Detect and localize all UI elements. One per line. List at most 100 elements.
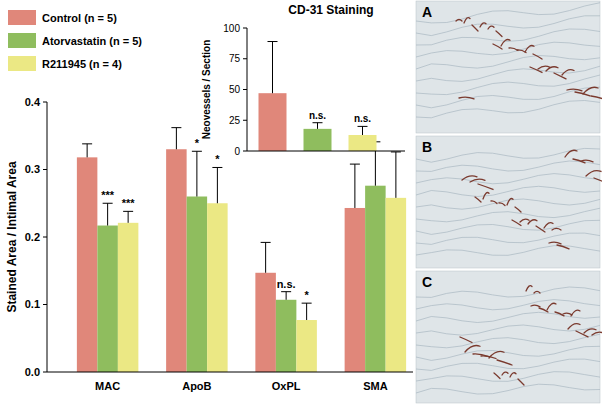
stain-mark [557, 245, 569, 249]
stain-mark [586, 171, 601, 176]
stain-mark [496, 31, 502, 36]
tissue-fiber [416, 346, 600, 360]
error-bar [107, 203, 108, 225]
y-tick [43, 237, 47, 238]
stain-mark [472, 25, 478, 31]
error-cap [192, 151, 202, 152]
chart-title: CD-31 Staining [288, 3, 373, 17]
error-cap [103, 203, 113, 204]
tissue-fiber [416, 220, 600, 234]
significance-label: *** [122, 197, 136, 209]
stain-mark [465, 345, 480, 352]
stain-mark [520, 219, 529, 222]
stain-mark [565, 150, 577, 157]
error-cap [350, 164, 360, 165]
x-axis-line [247, 151, 405, 152]
bar [97, 226, 118, 372]
stain-mark [552, 228, 561, 230]
stain-mark [525, 45, 534, 52]
y-axis-label: Stained Area / Intimal Area [5, 161, 19, 312]
bar [304, 129, 332, 151]
bar [77, 157, 98, 372]
error-bar [87, 144, 88, 158]
error-cap [171, 127, 181, 128]
error-cap [281, 291, 291, 292]
y-tick-label: 0.0 [25, 366, 40, 378]
tissue-fiber [416, 334, 600, 348]
tissue-fiber [416, 148, 600, 162]
tissue-fiber [416, 287, 600, 297]
stain-mark [475, 197, 481, 202]
micrograph-panel: B [416, 136, 602, 268]
legend-swatch [8, 10, 36, 25]
stain-mark [491, 201, 497, 204]
figure: ****n.s.*****0.00.10.20.30.4MACApoBOxPLS… [0, 0, 602, 405]
error-bar [128, 211, 129, 222]
stain-mark [571, 310, 580, 316]
panel-background [416, 271, 600, 403]
stain-mark [567, 89, 582, 91]
bar [365, 186, 386, 372]
y-tick [43, 169, 47, 170]
y-tick-label: 25 [229, 115, 241, 126]
stain-mark [562, 70, 574, 75]
stain-mark [546, 67, 558, 71]
error-bar [354, 164, 355, 208]
legend-label: Control (n = 5) [42, 12, 117, 24]
x-axis-line [47, 372, 413, 373]
stain-mark [528, 220, 537, 224]
bar [118, 223, 139, 372]
stain-mark [483, 192, 489, 199]
error-bar [272, 42, 273, 94]
legend-label: Atorvastatin (n = 5) [42, 35, 142, 47]
micrograph-panel: C [416, 271, 602, 403]
x-tick-label: SMA [363, 380, 388, 392]
y-tick-label: 0.1 [25, 298, 40, 310]
error-bar [306, 303, 307, 320]
tissue-fiber [416, 16, 600, 36]
y-tick [243, 89, 247, 90]
stain-mark [459, 97, 474, 99]
error-cap [313, 122, 323, 123]
stain-mark [489, 351, 504, 358]
bar [345, 208, 366, 372]
significance-label: * [215, 153, 220, 165]
stain-mark [544, 223, 553, 228]
legend-swatch [8, 56, 36, 71]
y-tick [43, 372, 47, 373]
stain-mark [518, 379, 524, 385]
stain-mark [512, 220, 521, 225]
stain-mark [531, 305, 540, 307]
tissue-fiber [416, 325, 600, 335]
error-bar [286, 292, 287, 300]
error-bar [362, 126, 363, 135]
y-tick [43, 102, 47, 103]
panel-background [416, 1, 600, 133]
y-tick-label: 0.4 [25, 96, 41, 108]
error-bar [217, 167, 218, 203]
stain-mark [581, 160, 593, 162]
y-tick [43, 304, 47, 305]
error-cap [261, 242, 271, 243]
stain-mark [470, 179, 485, 182]
significance-label: n.s. [277, 278, 296, 290]
significance-label: n.s. [354, 113, 371, 124]
tissue-fiber [416, 246, 600, 256]
tissue-fiber [416, 56, 600, 70]
error-cap [302, 303, 312, 304]
bar [386, 198, 407, 372]
stain-mark [510, 373, 516, 377]
x-tick-label: ApoB [182, 380, 211, 392]
stain-mark [563, 313, 572, 315]
tissue-fiber [416, 233, 600, 244]
bar [276, 300, 297, 372]
stain-mark [568, 324, 580, 329]
error-bar [395, 152, 396, 198]
stain-mark [549, 242, 561, 244]
bar [259, 93, 287, 151]
labels: ****n.s.***** [101, 137, 309, 301]
significance-label: *** [101, 189, 115, 201]
tissue-fiber [416, 199, 600, 209]
stain-mark [533, 54, 542, 59]
panel-label: C [422, 274, 432, 290]
